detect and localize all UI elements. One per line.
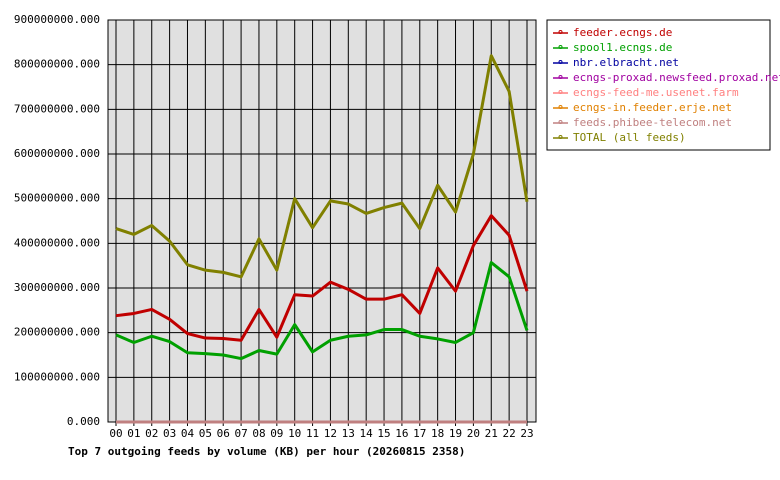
y-tick-label: 600000000.000 (14, 147, 100, 160)
plot-area (108, 20, 536, 422)
y-tick-label: 100000000.000 (14, 370, 100, 383)
x-tick-label: 09 (270, 427, 283, 440)
legend-label: feeder.ecngs.de (573, 26, 672, 39)
x-tick-label: 19 (449, 427, 462, 440)
legend-marker (558, 45, 563, 49)
series-line (115, 214, 529, 342)
x-tick-label: 01 (127, 427, 140, 440)
x-tick-label: 20 (467, 427, 480, 440)
legend-marker (558, 60, 563, 64)
y-tick-label: 800000000.000 (14, 58, 100, 71)
chart-title: Top 7 outgoing feeds by volume (KB) per … (68, 445, 465, 458)
legend-marker (558, 135, 563, 139)
x-tick-label: 14 (360, 427, 374, 440)
y-tick-label: 400000000.000 (14, 236, 100, 249)
x-tick-label: 17 (413, 427, 426, 440)
x-tick-label: 11 (306, 427, 319, 440)
x-tick-label: 15 (377, 427, 390, 440)
x-tick-label: 16 (395, 427, 408, 440)
legend-marker (558, 90, 563, 94)
legend-marker (558, 120, 563, 124)
x-tick-label: 00 (109, 427, 122, 440)
legend-marker (558, 75, 563, 79)
series-line (115, 261, 529, 361)
legend-label: feeds.phibee-telecom.net (573, 116, 732, 129)
y-tick-label: 700000000.000 (14, 102, 100, 115)
y-tick-label: 500000000.000 (14, 192, 100, 205)
series-line (115, 54, 529, 279)
legend-box (546, 19, 771, 151)
y-tick-label: 300000000.000 (14, 281, 100, 294)
legend-label: ecngs-proxad.newsfeed.proxad.net (573, 71, 780, 84)
x-tick-label: 22 (503, 427, 516, 440)
legend-label: nbr.elbracht.net (573, 56, 679, 69)
x-tick-label: 10 (288, 427, 301, 440)
x-tick-label: 04 (181, 427, 195, 440)
legend-marker (558, 30, 563, 34)
x-tick-label: 21 (485, 427, 498, 440)
x-tick-label: 18 (431, 427, 444, 440)
y-tick-label: 200000000.000 (14, 326, 100, 339)
legend-label: ecngs-in.feeder.erje.net (573, 101, 732, 114)
x-tick-label: 06 (217, 427, 230, 440)
y-tick-label: 0.000 (67, 415, 100, 428)
legend-marker (558, 105, 563, 109)
legend-label: spool1.ecngs.de (573, 41, 672, 54)
x-tick-label: 23 (520, 427, 533, 440)
x-tick-label: 08 (252, 427, 265, 440)
legend-label: TOTAL (all feeds) (573, 131, 686, 144)
x-tick-label: 07 (234, 427, 247, 440)
y-tick-label: 900000000.000 (14, 13, 100, 26)
x-tick-label: 02 (145, 427, 158, 440)
x-tick-label: 05 (199, 427, 212, 440)
x-tick-label: 12 (324, 427, 337, 440)
x-tick-label: 03 (163, 427, 176, 440)
x-tick-label: 13 (342, 427, 355, 440)
legend-label: ecngs-feed-me.usenet.farm (573, 86, 739, 99)
